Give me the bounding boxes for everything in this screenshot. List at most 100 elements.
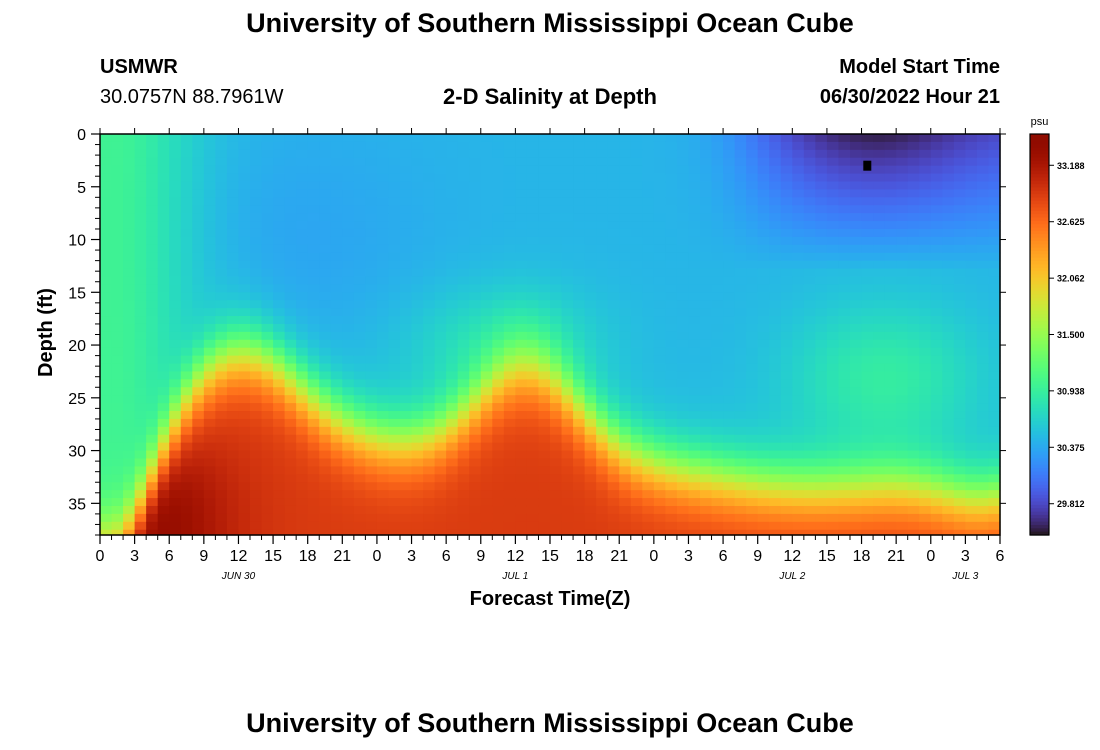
heatmap-cell <box>700 379 713 388</box>
heatmap-cell <box>596 505 609 515</box>
heatmap-cell <box>388 331 401 341</box>
heatmap-cell <box>319 260 332 270</box>
heatmap-cell <box>665 339 678 349</box>
heatmap-cell <box>607 157 620 167</box>
heatmap-cell <box>169 403 182 412</box>
heatmap-cell <box>734 418 747 428</box>
heatmap-cell <box>411 181 424 190</box>
heatmap-cell <box>688 339 701 349</box>
heatmap-cell <box>400 157 413 167</box>
heatmap-cell <box>238 252 251 262</box>
heatmap-cell <box>942 316 955 325</box>
heatmap-cell <box>607 395 620 404</box>
heatmap-cell <box>953 141 966 151</box>
heatmap-cell <box>884 458 897 467</box>
heatmap-cell <box>180 316 193 325</box>
heatmap-cell <box>665 450 678 460</box>
heatmap-cell <box>284 418 297 428</box>
heatmap-cell <box>215 292 228 301</box>
heatmap-cell <box>930 458 943 467</box>
heatmap-cell <box>757 474 770 483</box>
heatmap-cell <box>134 529 147 536</box>
heatmap-cell <box>596 316 609 325</box>
heatmap-cell <box>215 331 228 341</box>
heatmap-cell <box>838 371 851 380</box>
heatmap-cell <box>988 284 1001 293</box>
heatmap-cell <box>700 521 713 531</box>
heatmap-cell <box>353 458 366 467</box>
heatmap-cell <box>480 513 493 523</box>
heatmap-cell <box>376 387 390 396</box>
heatmap-cell <box>965 426 978 436</box>
heatmap-cell <box>930 355 943 365</box>
heatmap-cell <box>226 331 240 341</box>
heatmap-cell <box>273 323 286 333</box>
heatmap-cell <box>388 252 401 262</box>
heatmap-cell <box>838 157 851 167</box>
heatmap-cell <box>630 355 643 365</box>
heatmap-cell <box>469 292 482 301</box>
heatmap-cell <box>169 442 182 452</box>
heatmap-cell <box>642 387 655 396</box>
heatmap-cell <box>596 323 609 333</box>
heatmap-cell <box>261 181 274 190</box>
heatmap-cell <box>803 474 816 483</box>
heatmap-cell <box>469 181 482 190</box>
heatmap-cell <box>607 418 620 428</box>
heatmap-cell <box>446 213 459 222</box>
heatmap-cell <box>953 157 966 167</box>
heatmap-cell <box>273 308 286 317</box>
heatmap-cell <box>146 482 159 491</box>
heatmap-cell <box>907 205 920 214</box>
heatmap-cell <box>526 292 540 301</box>
heatmap-cell <box>400 505 413 515</box>
heatmap-cell <box>619 284 632 293</box>
heatmap-cell <box>711 387 724 396</box>
heatmap-cell <box>296 513 309 523</box>
heatmap-cell <box>757 411 770 420</box>
heatmap-cell <box>746 498 759 507</box>
heatmap-cell <box>919 323 932 333</box>
heatmap-cell <box>723 244 736 254</box>
heatmap-cell <box>192 347 205 357</box>
heatmap-cell <box>619 173 632 183</box>
heatmap-cell <box>815 363 828 373</box>
heatmap-cell <box>769 371 782 380</box>
heatmap-cell <box>261 490 274 499</box>
heatmap-cell <box>365 513 378 523</box>
colorbar-segment <box>1030 240 1049 245</box>
heatmap-cell <box>365 316 378 325</box>
heatmap-cell <box>930 363 943 373</box>
heatmap-cell <box>226 165 240 175</box>
heatmap-cell <box>584 149 597 159</box>
heatmap-cell <box>111 284 124 293</box>
heatmap-cell <box>238 213 251 222</box>
heatmap-cell <box>803 482 816 491</box>
heatmap-cell <box>792 197 805 206</box>
heatmap-cell <box>803 316 816 325</box>
heatmap-cell <box>584 165 597 175</box>
heatmap-cell <box>457 157 470 167</box>
heatmap-cell <box>942 347 955 357</box>
heatmap-cell <box>665 323 678 333</box>
heatmap-cell <box>123 221 136 230</box>
heatmap-cell <box>642 363 655 373</box>
x-tick-label: 15 <box>818 548 836 565</box>
heatmap-cell <box>157 442 170 452</box>
x-tick-label: 6 <box>165 548 174 565</box>
heatmap-cell <box>134 260 147 270</box>
heatmap-cell <box>884 134 897 143</box>
heatmap-cell <box>930 442 943 452</box>
heatmap-cell <box>584 205 597 214</box>
heatmap-cell <box>330 513 343 523</box>
heatmap-cell <box>273 292 286 301</box>
heatmap-cell <box>665 300 678 309</box>
heatmap-cell <box>976 379 990 388</box>
heatmap-cell <box>607 205 620 214</box>
heatmap-cell <box>457 371 470 380</box>
heatmap-cell <box>780 466 793 475</box>
heatmap-cell <box>111 458 124 467</box>
heatmap-cell <box>238 339 251 349</box>
heatmap-cell <box>676 498 690 507</box>
heatmap-cell <box>365 260 378 270</box>
